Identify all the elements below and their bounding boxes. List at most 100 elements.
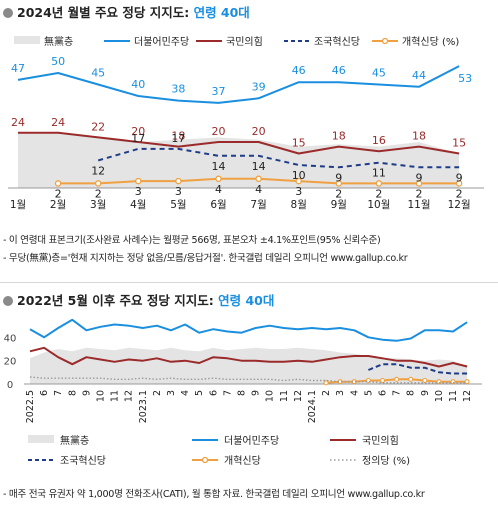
data-label-국민의힘-1: 24 (51, 116, 65, 129)
chart2-x-tick-label-28: 9 (420, 390, 431, 396)
x-tick-label-1: 2월 (50, 199, 66, 211)
data-label-개혁신당-6: 4 (255, 183, 262, 196)
data-label-조국혁신당-6: 14 (252, 160, 266, 173)
data-label-국민의힘-11: 15 (452, 137, 466, 150)
chart2-x-tick-label-15: 8 (237, 390, 248, 396)
point-개혁신당-6 (255, 175, 262, 183)
chart2-x-tick-label-27: 8 (406, 390, 417, 396)
chart2-legend-label--층: 無黨층 (60, 434, 89, 447)
legend-label--층: 無黨층 (44, 35, 73, 48)
data-label-국민의힘-10: 18 (412, 130, 426, 143)
data-label-더불어민주당-7: 46 (292, 64, 306, 77)
point-개혁신당-9 (375, 180, 383, 187)
chart2-x-tick-label-18: 11 (279, 390, 290, 402)
data-label-국민의힘-2: 22 (91, 120, 105, 133)
data-label-조국혁신당-3: 17 (131, 132, 145, 145)
chart2-x-tick-label-3: 8 (67, 390, 78, 396)
chart2-legend-swatch-개혁신당-marker (201, 456, 209, 464)
chart2-x-tick-label-4: 9 (81, 390, 92, 396)
chart2-series-line-국민의힘-0 (29, 346, 468, 368)
point-개혁신당-10 (415, 180, 423, 187)
chart2-legend-label-정의당: 정의당 (%) (362, 455, 410, 467)
chart2-x-tick-label-11: 4 (180, 390, 191, 396)
data-label-국민의힘-7: 15 (292, 137, 306, 150)
data-label-더불어민주당-4: 38 (171, 83, 185, 96)
chart2-x-tick-label-21: 2 (321, 390, 332, 396)
data-label-국민의힘-4: 18 (171, 130, 185, 143)
point-개혁신당-1 (54, 180, 62, 187)
data-label-더불어민주당-3: 40 (131, 78, 145, 91)
chart2-legend-label-더불어민주당: 더불어민주당 (224, 435, 279, 447)
chart1-title: 2024년 월별 주요 정당 지지도: 연령 40대 (3, 2, 250, 21)
chart2-x-tick-label-30: 11 (448, 390, 459, 402)
section-divider (0, 282, 498, 283)
chart2-x-tick-label-17: 10 (265, 390, 276, 402)
bullet-dot-icon (3, 296, 13, 306)
data-label-국민의힘-0: 24 (11, 116, 25, 129)
x-tick-label-6: 7월 (250, 199, 266, 211)
chart2-x-tick-label-31: 12 (462, 390, 473, 402)
chart2-x-tick-label-1: 6 (39, 390, 50, 396)
series-area--층 (18, 132, 460, 188)
chart1-note-sample: - 이 연령대 표본크기(조사완료 사례수)는 월평균 566명, 표본오차 ±… (3, 235, 381, 246)
data-label-개혁신당-4: 3 (175, 185, 182, 198)
chart2-point-개혁신당-25 (379, 377, 386, 384)
chart2-x-tick-label-13: 6 (208, 390, 219, 396)
series-line-더불어민주당-0 (17, 65, 460, 104)
chart2-point-개혁신당-26 (394, 376, 400, 382)
chart2-x-tick-label-7: 12 (124, 390, 135, 402)
data-label-개혁신당-3: 3 (135, 185, 142, 198)
x-tick-label-8: 9월 (331, 199, 347, 211)
data-label-더불어민주당-10: 44 (412, 69, 426, 82)
legend-label-국민의힘: 국민의힘 (226, 36, 263, 48)
data-label-개혁신당-7: 3 (295, 185, 302, 198)
chart1-note-definition: - 무당(無黨)층='현재 지지하는 정당 없음/모름/응답거절'. 한국갤럽 … (3, 253, 408, 264)
x-tick-label-10: 11월 (407, 199, 430, 211)
chart2-x-tick-label-2: 7 (53, 390, 64, 396)
data-label-조국혁신당-8: 9 (335, 171, 342, 184)
data-label-개혁신당-10: 2 (416, 187, 423, 200)
chart2-series-line-정의당-0 (29, 376, 468, 384)
x-tick-label-11: 12월 (448, 199, 471, 211)
chart2-x-tick-label-14: 7 (222, 390, 233, 396)
chart2-x-tick-label-6: 11 (110, 390, 121, 402)
point-개혁신당-2 (94, 180, 102, 187)
chart2-x-tick-label-19: 12 (293, 390, 304, 402)
chart2-x-tick-label-8: 2023.1 (138, 390, 149, 423)
chart2-point-개혁신당-27 (408, 376, 414, 382)
chart2-x-tick-label-10: 3 (166, 390, 177, 396)
point-개혁신당-4 (175, 177, 182, 185)
data-label-국민의힘-9: 16 (372, 134, 386, 147)
data-label-조국혁신당-7: 10 (292, 169, 306, 182)
bullet-dot-icon (3, 8, 13, 18)
legend-swatch--층 (14, 36, 40, 44)
x-tick-label-2: 3월 (90, 199, 106, 211)
data-label-더불어민주당-6: 39 (252, 80, 266, 93)
data-label-조국혁신당-5: 14 (212, 160, 226, 173)
x-tick-label-9: 10월 (367, 199, 390, 211)
chart2-legend-label-개혁신당: 개혁신당 (224, 455, 261, 467)
chart2-x-tick-label-20: 2024.1 (307, 390, 318, 423)
data-label-더불어민주당-9: 45 (372, 67, 386, 80)
data-label-개혁신당-9: 2 (375, 187, 382, 200)
x-tick-label-7: 8월 (291, 199, 307, 211)
data-label-개혁신당-2: 2 (95, 187, 102, 200)
data-label-조국혁신당-2: 12 (91, 164, 105, 177)
chart1-title-highlight: 연령 40대 (193, 5, 250, 20)
chart2-x-tick-label-23: 4 (349, 390, 360, 396)
data-label-더불어민주당-5: 37 (212, 85, 226, 98)
data-label-조국혁신당-4: 17 (171, 132, 185, 145)
data-label-개혁신당-5: 4 (215, 183, 222, 196)
chart2-title-highlight: 연령 40대 (218, 293, 275, 308)
chart2-x-tick-label-25: 6 (378, 390, 389, 396)
x-tick-label-4: 5월 (170, 199, 186, 211)
chart2-x-tick-label-9: 2 (152, 390, 163, 396)
chart2-x-tick-label-12: 5 (194, 390, 205, 396)
data-label-국민의힘-6: 20 (252, 125, 266, 138)
chart2-point-개혁신당-28 (422, 377, 428, 384)
legend-label-조국혁신당: 조국혁신당 (314, 36, 360, 48)
chart2-series-line-더불어민주당-0 (29, 318, 468, 342)
data-label-더불어민주당-8: 46 (332, 64, 346, 77)
chart2-x-tick-label-29: 10 (434, 390, 445, 402)
data-label-조국혁신당-11: 9 (456, 171, 463, 184)
